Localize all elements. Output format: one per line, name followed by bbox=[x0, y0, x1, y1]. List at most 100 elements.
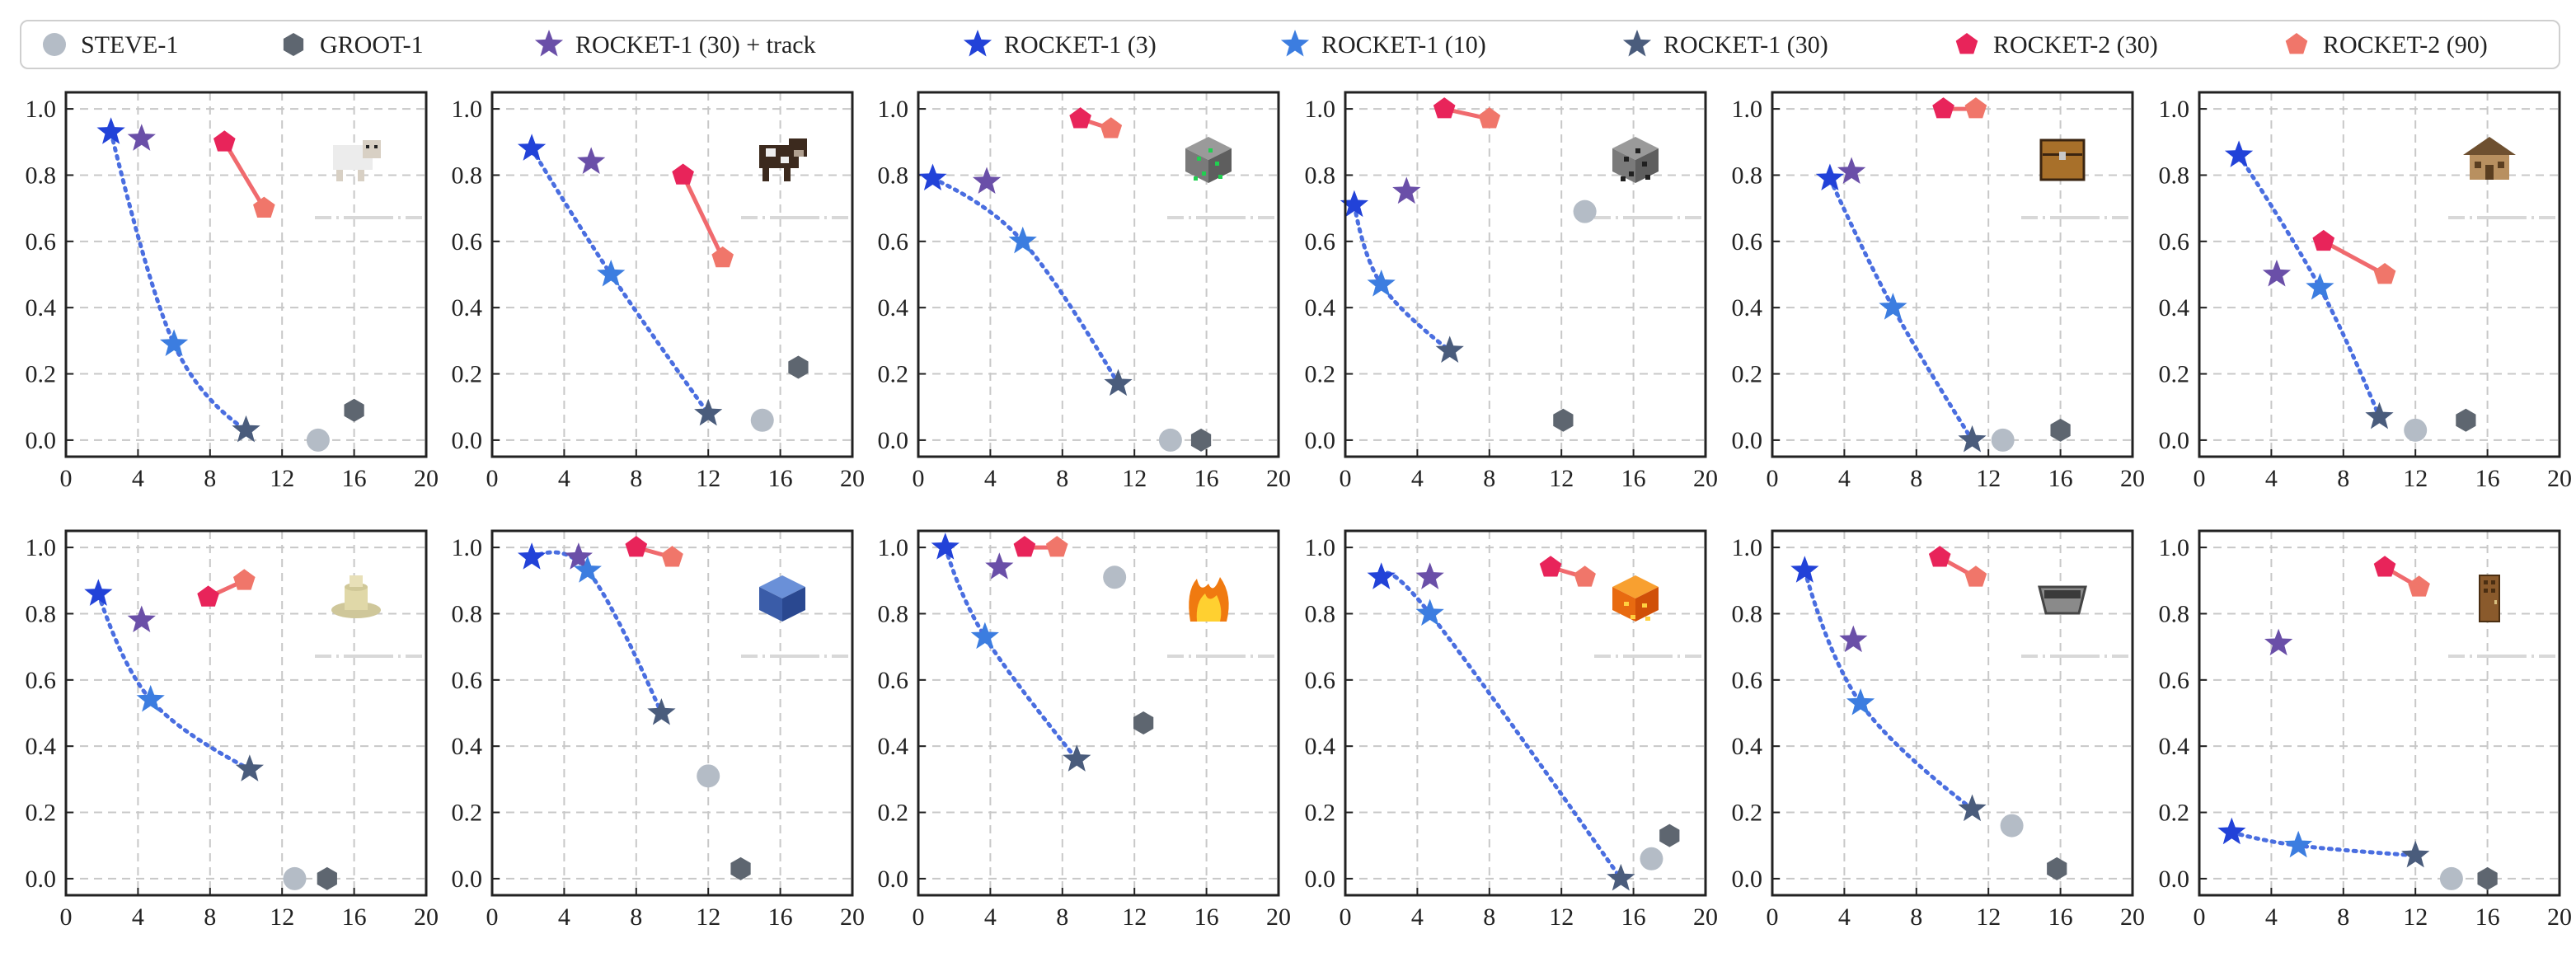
y-tick-label: 0.2 bbox=[878, 800, 909, 827]
rocket1-trend-line bbox=[96, 591, 252, 772]
y-tick-label: 0.2 bbox=[1732, 361, 1763, 388]
rocket1-track-point bbox=[1392, 176, 1421, 204]
x-tick-label: 16 bbox=[2048, 465, 2073, 492]
legend-label: ROCKET-1 (30) + track bbox=[575, 31, 816, 59]
legend-marker-star bbox=[534, 30, 564, 57]
legend-label: STEVE-1 bbox=[81, 31, 178, 59]
chest-icon bbox=[2039, 138, 2086, 181]
y-tick-label: 0.2 bbox=[452, 361, 483, 388]
x-tick-label: 20 bbox=[840, 903, 865, 931]
y-tick-label: 0.4 bbox=[878, 733, 909, 760]
y-tick-label: 0.6 bbox=[878, 667, 909, 694]
rocket1-track-point bbox=[985, 552, 1014, 580]
y-tick-label: 0.4 bbox=[1305, 294, 1336, 321]
y-tick-label: 0.4 bbox=[2159, 294, 2190, 321]
y-tick-label: 0.6 bbox=[2159, 228, 2190, 256]
rocket2-30-point bbox=[213, 130, 236, 152]
rocket1-30-point bbox=[235, 754, 264, 781]
y-tick-label: 0.8 bbox=[878, 162, 909, 189]
x-tick-label: 12 bbox=[270, 465, 294, 492]
rocket1-30-point bbox=[694, 398, 723, 426]
legend-entry: ROCKET-1 (10) bbox=[1280, 30, 1486, 59]
axes-frame bbox=[64, 529, 428, 897]
y-tick-label: 0.8 bbox=[2159, 600, 2190, 627]
x-tick-label: 12 bbox=[1976, 465, 2001, 492]
rocket1-30-point bbox=[2401, 840, 2430, 868]
y-tick-label: 0.8 bbox=[878, 600, 909, 627]
rocket1-10-point bbox=[159, 329, 189, 356]
rocket1-3-point bbox=[2224, 140, 2254, 167]
axes-frame bbox=[917, 91, 1280, 458]
y-tick-label: 0.6 bbox=[2159, 667, 2190, 694]
rocket2-30-point bbox=[2373, 556, 2396, 577]
fire-icon bbox=[1189, 577, 1229, 622]
x-tick-label: 4 bbox=[1411, 465, 1424, 492]
rocket2-30-point bbox=[1013, 536, 1036, 557]
y-tick-label: 0.0 bbox=[2159, 866, 2190, 893]
steve1-point bbox=[283, 866, 307, 890]
rocket1-trend-line bbox=[2236, 153, 2381, 420]
groot1-point bbox=[2477, 866, 2498, 890]
rocket1-10-point bbox=[597, 260, 626, 287]
y-tick-label: 1.0 bbox=[2159, 534, 2190, 561]
rocket1-10-point bbox=[2306, 273, 2334, 300]
x-tick-label: 20 bbox=[1693, 465, 1718, 492]
y-tick-label: 0.6 bbox=[26, 667, 57, 694]
x-tick-label: 4 bbox=[132, 465, 144, 492]
rocket1-trend-line bbox=[943, 545, 1079, 762]
rocket2-90-point bbox=[1478, 107, 1501, 129]
groot1-point bbox=[1133, 711, 1154, 735]
legend-entry: ROCKET-2 (90) bbox=[2285, 31, 2488, 59]
rocket1-10-point bbox=[1415, 598, 1444, 626]
y-tick-label: 0.6 bbox=[452, 667, 483, 694]
y-tick-label: 0.0 bbox=[1305, 427, 1336, 454]
groot1-point bbox=[344, 398, 364, 422]
x-tick-label: 8 bbox=[1056, 903, 1068, 931]
steve1-point bbox=[1158, 428, 1182, 452]
subplot: 0 4 8 12 16 20 0.0 0.2 0.4 0.6 0.8 1.0 bbox=[452, 91, 865, 492]
rocket1-trend-line bbox=[529, 550, 664, 716]
y-tick-label: 0.2 bbox=[452, 800, 483, 827]
subplot: 0 4 8 12 16 20 0.0 0.2 0.4 0.6 0.8 1.0 bbox=[1305, 529, 1718, 931]
y-tick-label: 0.4 bbox=[1732, 294, 1763, 321]
x-tick-label: 20 bbox=[2120, 465, 2145, 492]
rocket1-trend-line bbox=[2229, 830, 2418, 858]
y-tick-label: 0.6 bbox=[1732, 667, 1763, 694]
x-tick-label: 4 bbox=[984, 903, 997, 931]
legend-label: ROCKET-1 (30) bbox=[1663, 31, 1828, 59]
y-tick-label: 0.2 bbox=[26, 361, 57, 388]
x-tick-label: 12 bbox=[1122, 903, 1147, 931]
y-tick-label: 1.0 bbox=[1732, 96, 1763, 123]
axes-frame bbox=[490, 91, 854, 458]
x-tick-label: 8 bbox=[2337, 465, 2349, 492]
rocket1-10-point bbox=[1367, 270, 1396, 297]
rocket1-3-point bbox=[2217, 817, 2246, 845]
y-tick-label: 0.4 bbox=[2159, 733, 2190, 760]
rocket1-3-point bbox=[931, 533, 960, 560]
x-tick-label: 0 bbox=[1767, 903, 1779, 931]
x-tick-label: 4 bbox=[1838, 903, 1851, 931]
x-tick-label: 16 bbox=[2048, 903, 2073, 931]
legend-entry: GROOT-1 bbox=[283, 31, 424, 59]
y-tick-label: 0.4 bbox=[1305, 733, 1336, 760]
rocket2-90-point bbox=[2408, 575, 2430, 597]
y-tick-label: 1.0 bbox=[26, 534, 57, 561]
end-stone-icon bbox=[331, 575, 381, 618]
legend-entry: ROCKET-1 (30) + track bbox=[534, 30, 816, 59]
subplot: 0 4 8 12 16 20 0.0 0.2 0.4 0.6 0.8 1.0 bbox=[26, 529, 439, 931]
x-tick-label: 12 bbox=[2403, 465, 2428, 492]
rocket1-10-point bbox=[573, 556, 602, 583]
rocket1-10-point bbox=[970, 622, 999, 650]
y-tick-label: 0.2 bbox=[1732, 800, 1763, 827]
x-tick-label: 8 bbox=[630, 465, 642, 492]
x-tick-label: 16 bbox=[1194, 465, 1219, 492]
x-tick-label: 12 bbox=[270, 903, 294, 931]
rocket2-30-point bbox=[1928, 546, 1951, 567]
y-tick-label: 0.8 bbox=[2159, 162, 2190, 189]
y-tick-label: 0.8 bbox=[1732, 600, 1763, 627]
y-tick-label: 0.8 bbox=[26, 600, 57, 627]
rocket1-trend-line bbox=[1802, 568, 1975, 812]
y-tick-label: 0.4 bbox=[1732, 733, 1763, 760]
axes-frame bbox=[917, 529, 1280, 897]
y-tick-label: 0.0 bbox=[1305, 866, 1336, 893]
